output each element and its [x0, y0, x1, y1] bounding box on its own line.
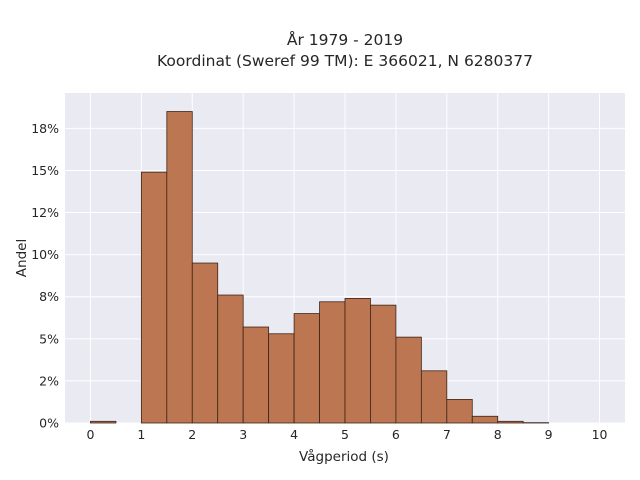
- histogram-bar-4: [191, 262, 219, 424]
- x-tick-label-2: 2: [188, 427, 196, 442]
- histogram-bar-8: [293, 313, 320, 424]
- x-tick-label-9: 9: [545, 427, 553, 442]
- histogram-bar-7: [268, 333, 295, 424]
- histogram-bar-2: [140, 171, 168, 424]
- y-tick-label-3: 8%: [39, 289, 59, 304]
- histogram-bars: [90, 111, 550, 424]
- y-tick-label-7: 18%: [31, 121, 59, 136]
- histogram-bar-14: [446, 399, 473, 424]
- histogram-bar-5: [217, 294, 244, 424]
- x-tick-label-0: 0: [86, 427, 94, 442]
- histogram-bar-6: [242, 326, 270, 424]
- histogram-bar-3: [166, 111, 193, 424]
- y-tick-label-6: 15%: [31, 163, 59, 178]
- histogram-bar-11: [370, 304, 397, 424]
- y-tick-label-2: 5%: [39, 331, 59, 346]
- histogram-bar-16: [497, 420, 524, 424]
- histogram-bar-0: [90, 420, 117, 424]
- x-tick-label-1: 1: [137, 427, 145, 442]
- y-tick-label-5: 12%: [31, 205, 59, 220]
- x-tick-labels: 0 1 2 3 4 5 6 7 8 9 10: [86, 427, 607, 442]
- x-tick-label-5: 5: [341, 427, 349, 442]
- y-tick-label-0: 0%: [39, 416, 59, 431]
- x-tick-label-8: 8: [494, 427, 502, 442]
- x-tick-label-3: 3: [239, 427, 247, 442]
- y-tick-label-1: 2%: [39, 373, 59, 388]
- chart-title: År 1979 - 2019: [287, 30, 403, 49]
- x-tick-label-10: 10: [592, 427, 608, 442]
- x-tick-label-6: 6: [392, 427, 400, 442]
- histogram-bar-9: [319, 301, 346, 424]
- chart-subtitle: Koordinat (Sweref 99 TM): E 366021, N 62…: [157, 52, 533, 70]
- histogram-bar-10: [344, 298, 371, 424]
- x-tick-label-4: 4: [290, 427, 298, 442]
- histogram-bar-12: [395, 336, 422, 424]
- histogram-bar-13: [420, 370, 448, 424]
- x-axis-label: Vågperiod (s): [299, 448, 389, 465]
- y-tick-label-4: 10%: [31, 247, 59, 262]
- y-tick-labels: 0% 2% 5% 8% 10% 12% 15% 18%: [31, 121, 59, 431]
- histogram-bar-15: [471, 415, 499, 424]
- x-tick-label-7: 7: [443, 427, 451, 442]
- y-axis-label: Andel: [14, 239, 30, 277]
